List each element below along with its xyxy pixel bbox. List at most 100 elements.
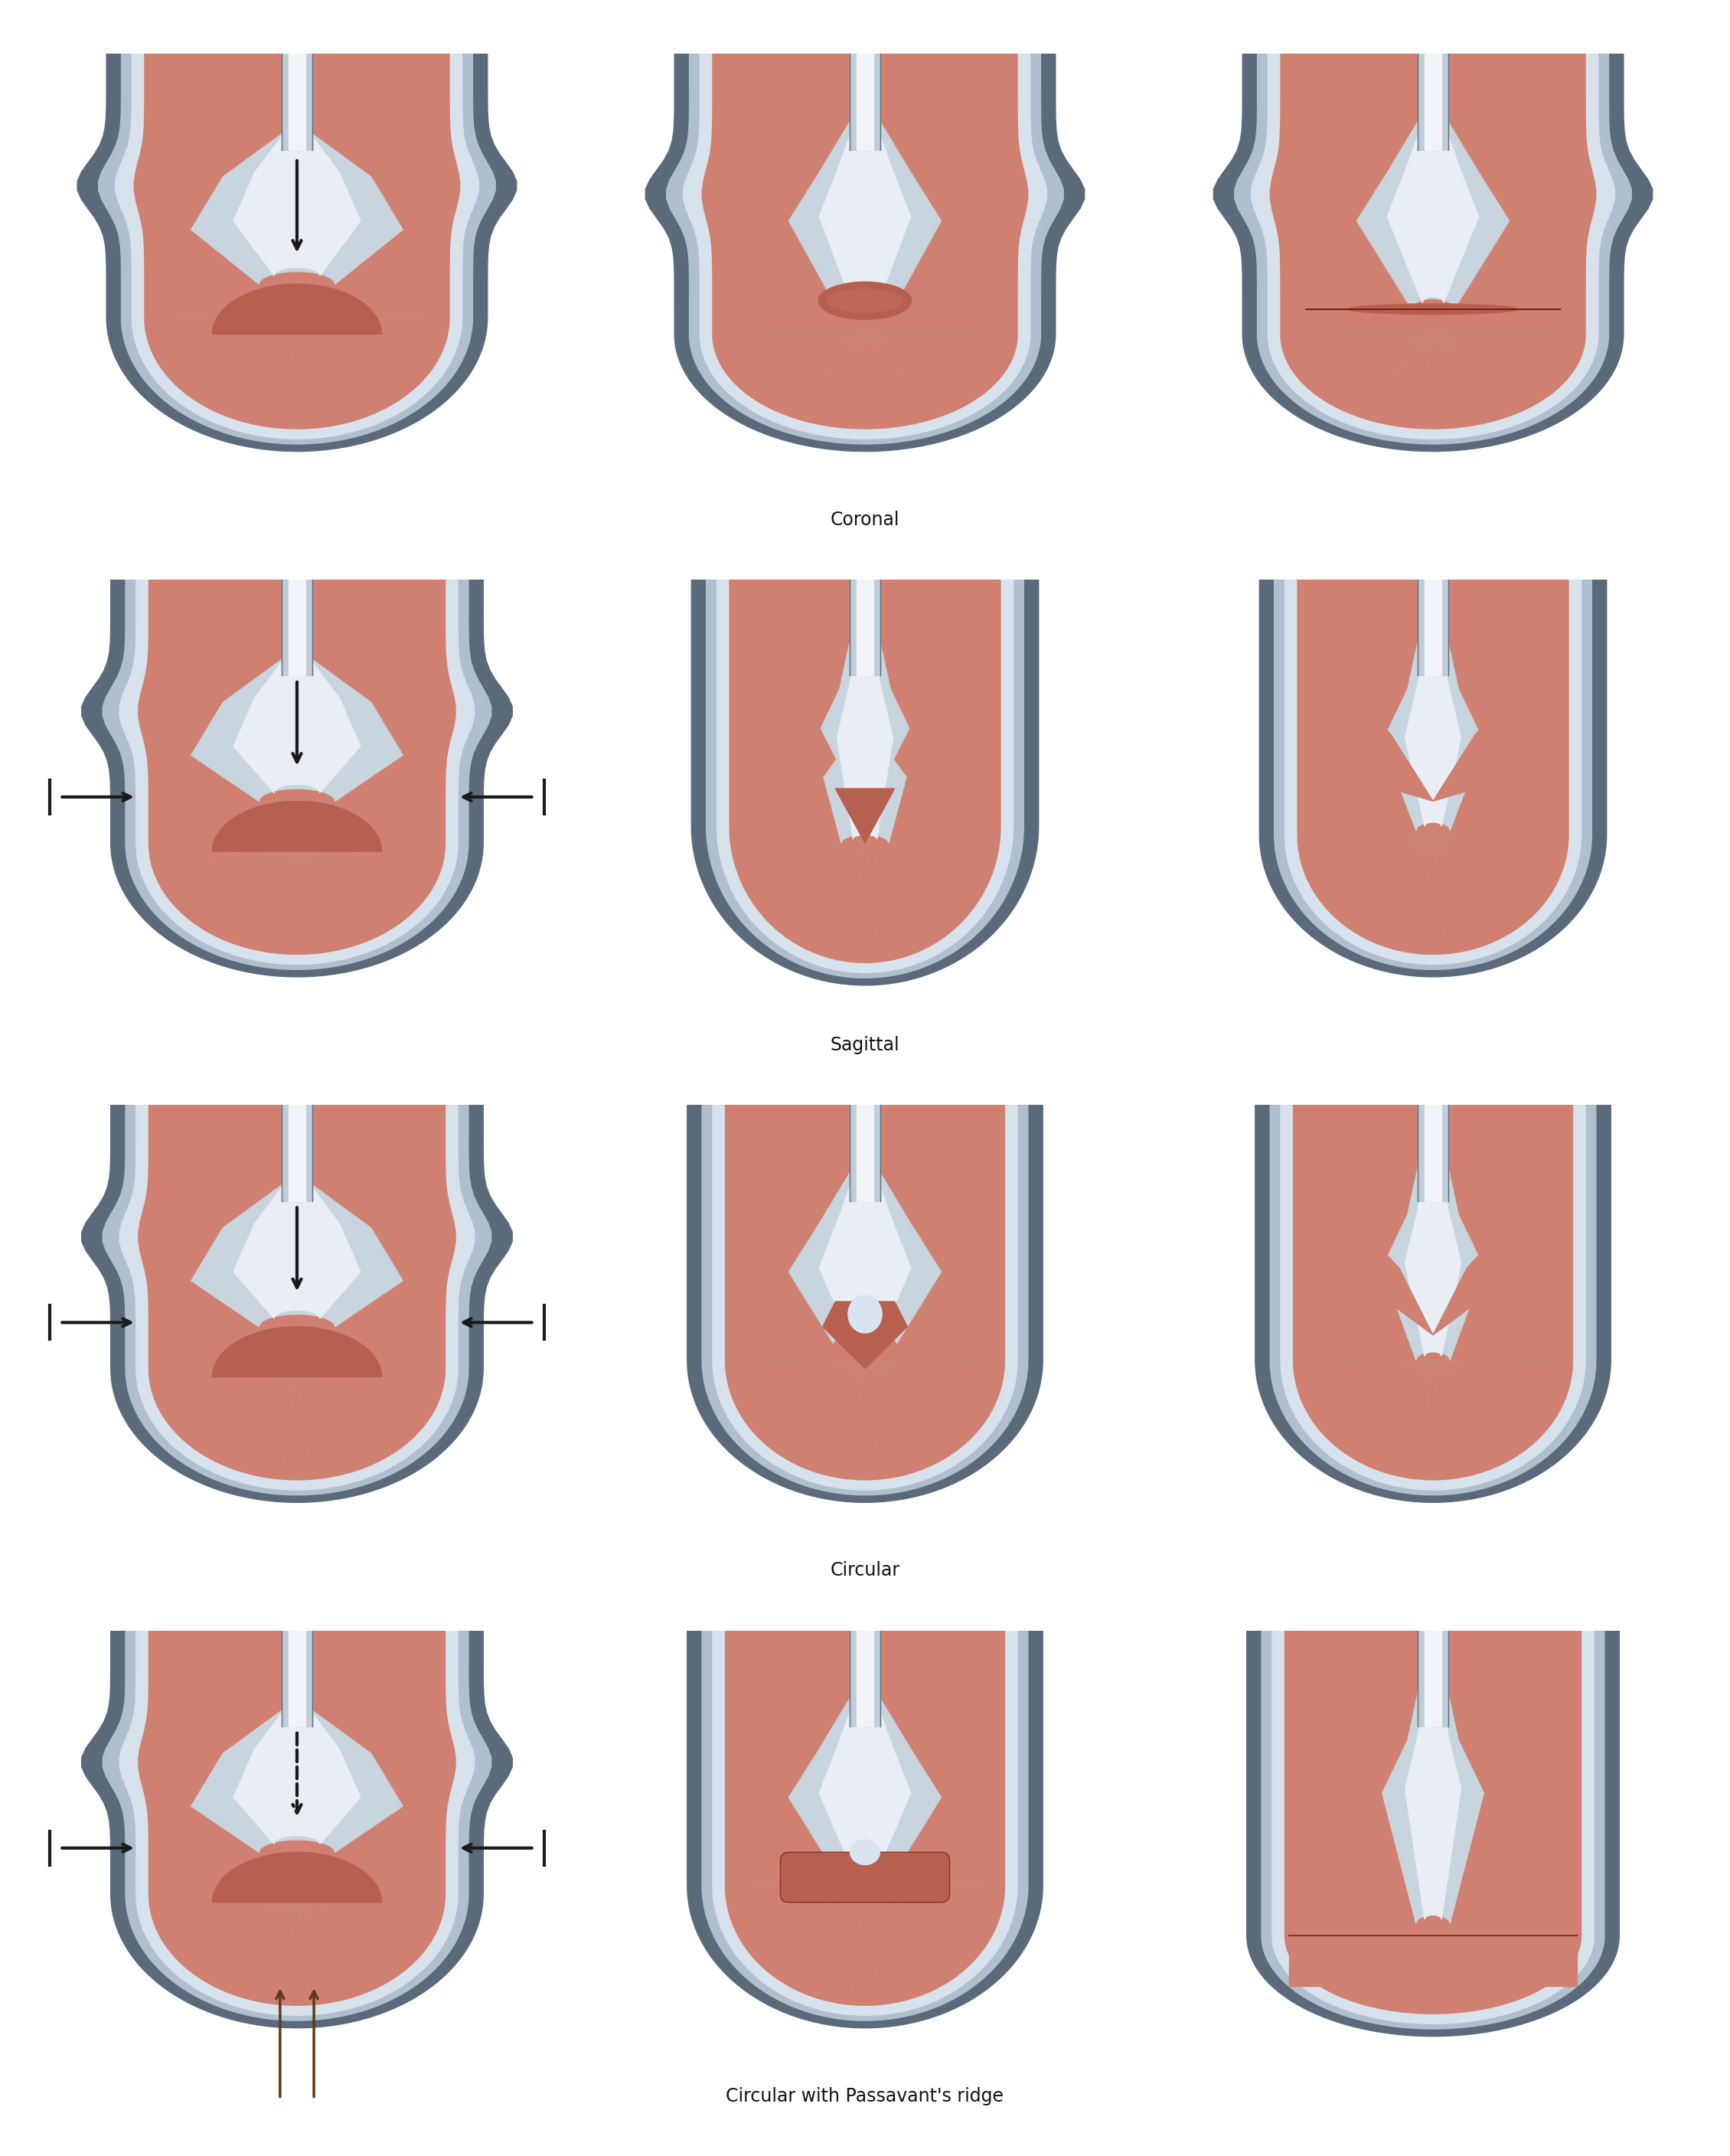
Polygon shape: [138, 1630, 455, 2005]
Polygon shape: [282, 1630, 311, 1727]
Polygon shape: [856, 1104, 874, 1201]
Polygon shape: [102, 580, 491, 970]
Polygon shape: [289, 1104, 304, 1201]
Polygon shape: [1285, 580, 1581, 964]
Polygon shape: [1259, 580, 1607, 977]
Ellipse shape: [1306, 1925, 1560, 1979]
Polygon shape: [820, 1630, 910, 1863]
Polygon shape: [1285, 1630, 1581, 2014]
Polygon shape: [78, 54, 517, 451]
FancyBboxPatch shape: [780, 1852, 950, 1902]
Polygon shape: [836, 789, 894, 843]
Polygon shape: [666, 54, 1064, 444]
Polygon shape: [849, 580, 881, 675]
Polygon shape: [289, 580, 304, 675]
Polygon shape: [213, 1326, 382, 1378]
Polygon shape: [1213, 54, 1652, 451]
Polygon shape: [1275, 580, 1592, 970]
Polygon shape: [1270, 54, 1595, 429]
Polygon shape: [789, 1104, 941, 1343]
Polygon shape: [713, 1630, 1017, 2016]
Polygon shape: [823, 1302, 907, 1369]
Polygon shape: [1419, 580, 1448, 675]
Polygon shape: [192, 54, 403, 285]
Polygon shape: [1306, 642, 1432, 802]
Polygon shape: [713, 1104, 1017, 1490]
Polygon shape: [135, 54, 460, 429]
Polygon shape: [213, 1852, 382, 1902]
Polygon shape: [1426, 54, 1441, 151]
Polygon shape: [1419, 1630, 1448, 1727]
Polygon shape: [234, 54, 360, 276]
Polygon shape: [81, 1630, 512, 2029]
Polygon shape: [102, 1104, 491, 1494]
Polygon shape: [1280, 1104, 1585, 1490]
Polygon shape: [692, 580, 1038, 985]
Ellipse shape: [848, 1296, 882, 1332]
Ellipse shape: [1348, 304, 1517, 315]
Polygon shape: [192, 1630, 403, 1852]
Polygon shape: [837, 580, 893, 839]
Polygon shape: [820, 1104, 910, 1337]
Polygon shape: [1289, 1936, 1578, 1986]
Polygon shape: [282, 1104, 311, 1201]
Polygon shape: [116, 54, 479, 440]
Text: Circular with Passavant's ridge: Circular with Passavant's ridge: [727, 2087, 1003, 2106]
Polygon shape: [1294, 1104, 1573, 1479]
Polygon shape: [856, 1630, 874, 1727]
Polygon shape: [138, 1104, 455, 1479]
Polygon shape: [820, 54, 910, 300]
Polygon shape: [687, 1630, 1043, 2029]
Polygon shape: [849, 54, 881, 151]
Polygon shape: [282, 580, 311, 675]
Polygon shape: [789, 1630, 941, 1869]
Ellipse shape: [849, 1839, 881, 1865]
Polygon shape: [1405, 580, 1460, 826]
Polygon shape: [138, 580, 455, 955]
Polygon shape: [1432, 642, 1560, 802]
Polygon shape: [99, 54, 495, 444]
Polygon shape: [213, 802, 382, 852]
Polygon shape: [1405, 1630, 1460, 1919]
Polygon shape: [102, 1630, 491, 2020]
Polygon shape: [1251, 54, 1614, 440]
Polygon shape: [1382, 1104, 1484, 1360]
Polygon shape: [1419, 1104, 1448, 1201]
Polygon shape: [1387, 54, 1479, 302]
Polygon shape: [119, 1104, 474, 1490]
Ellipse shape: [827, 289, 903, 313]
Polygon shape: [1272, 1630, 1593, 2024]
Polygon shape: [81, 580, 512, 977]
Polygon shape: [1426, 1104, 1441, 1201]
Polygon shape: [1382, 580, 1484, 830]
Text: Sagittal: Sagittal: [830, 1037, 900, 1054]
Polygon shape: [1426, 580, 1441, 675]
Polygon shape: [1247, 1630, 1619, 2035]
Polygon shape: [1270, 1104, 1597, 1494]
Polygon shape: [645, 54, 1085, 451]
Polygon shape: [849, 1630, 881, 1727]
Polygon shape: [81, 1104, 512, 1503]
Polygon shape: [1261, 1630, 1604, 2029]
Polygon shape: [234, 1630, 360, 1843]
Polygon shape: [1298, 580, 1569, 955]
Polygon shape: [730, 580, 1000, 962]
Polygon shape: [702, 1104, 1028, 1494]
Polygon shape: [1419, 54, 1448, 151]
Polygon shape: [1356, 54, 1509, 308]
Polygon shape: [234, 1104, 360, 1317]
Polygon shape: [706, 580, 1024, 979]
Polygon shape: [1235, 54, 1631, 444]
Polygon shape: [687, 1104, 1043, 1503]
Polygon shape: [1426, 1630, 1441, 1727]
Polygon shape: [213, 285, 382, 334]
Polygon shape: [739, 634, 836, 789]
Polygon shape: [849, 1104, 881, 1201]
Polygon shape: [119, 1630, 474, 2016]
Polygon shape: [1405, 1104, 1460, 1356]
Polygon shape: [119, 580, 474, 964]
Polygon shape: [725, 1630, 1005, 2005]
Polygon shape: [192, 1104, 403, 1326]
Polygon shape: [856, 580, 874, 675]
Polygon shape: [815, 580, 915, 843]
